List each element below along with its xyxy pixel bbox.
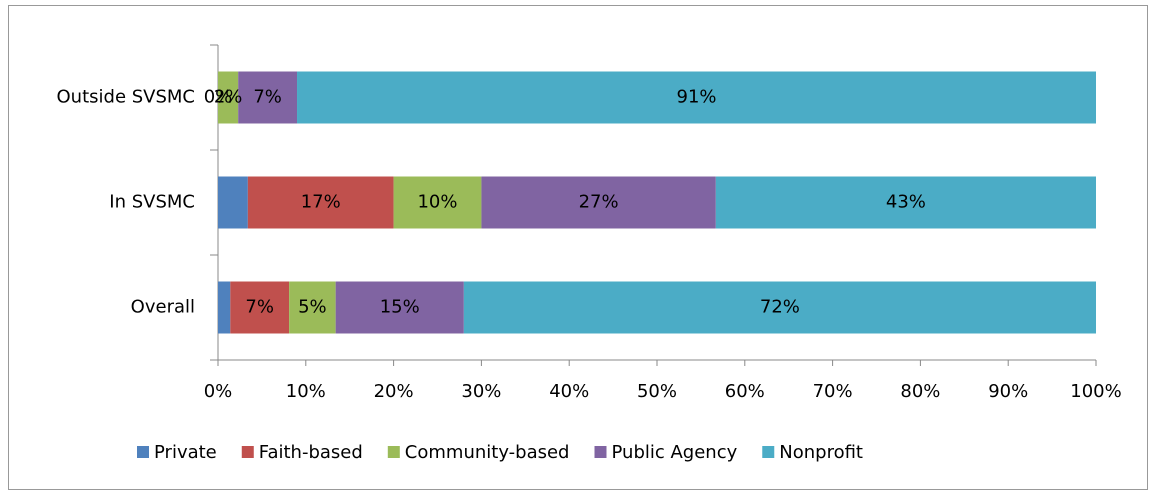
- legend-label: Community-based: [405, 442, 570, 463]
- x-tick-label: 70%: [813, 381, 853, 402]
- bar-segment: [463, 281, 1097, 334]
- data-label: 91%: [677, 87, 717, 108]
- bar-segment: [481, 176, 716, 229]
- bar-segment: [230, 281, 290, 334]
- data-label: 43%: [886, 192, 926, 213]
- legend-label: Private: [154, 442, 217, 463]
- data-label: 2%: [214, 87, 243, 108]
- y-tick-label: In SVSMC: [109, 192, 195, 213]
- data-label: 0%: [204, 87, 233, 108]
- data-label: 17%: [301, 192, 341, 213]
- bar-segment: [335, 281, 464, 334]
- data-label: 10%: [417, 192, 457, 213]
- bar-segment: [289, 281, 336, 334]
- data-label: 7%: [253, 87, 282, 108]
- bar-segment: [238, 71, 298, 124]
- bar-segment: [297, 71, 1096, 124]
- x-tick-label: 80%: [900, 381, 940, 402]
- legend-label: Nonprofit: [779, 442, 863, 463]
- bar-segment: [247, 176, 394, 229]
- x-tick-label: 20%: [374, 381, 414, 402]
- legend-label: Public Agency: [612, 442, 738, 463]
- x-tick-label: 50%: [637, 381, 677, 402]
- legend-swatch: [594, 446, 607, 458]
- x-tick-label: 40%: [549, 381, 589, 402]
- legend-swatch: [137, 446, 149, 458]
- bar-segment: [715, 176, 1096, 229]
- bar-segment: [393, 176, 482, 229]
- x-tick-label: 10%: [286, 381, 326, 402]
- data-label: 27%: [579, 192, 619, 213]
- data-label: 15%: [380, 297, 420, 318]
- legend-swatch: [241, 446, 254, 458]
- x-tick-label: 30%: [461, 381, 501, 402]
- data-label: 7%: [245, 297, 274, 318]
- x-tick-label: 0%: [204, 381, 233, 402]
- bar-segment: [218, 281, 231, 334]
- bar-segment: [218, 176, 248, 229]
- legend-swatch: [387, 446, 400, 458]
- legend-swatch: [762, 446, 775, 458]
- data-label: 72%: [760, 297, 800, 318]
- data-label: 5%: [298, 297, 327, 318]
- x-tick-label: 90%: [988, 381, 1028, 402]
- x-tick-label: 60%: [725, 381, 765, 402]
- y-tick-label: Outside SVSMC: [57, 87, 196, 108]
- bar-segment: [218, 71, 239, 124]
- x-tick-label: 100%: [1070, 381, 1121, 402]
- y-tick-label: Overall: [131, 297, 195, 318]
- legend-label: Faith-based: [259, 442, 363, 463]
